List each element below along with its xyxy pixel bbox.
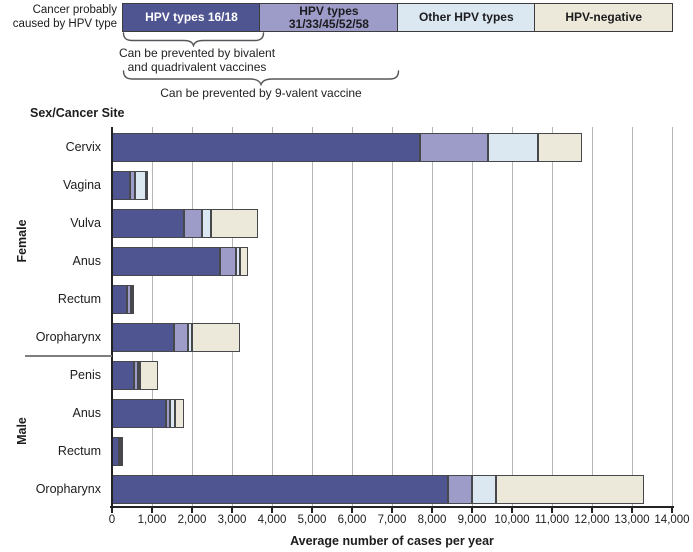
- gridline: [632, 127, 633, 506]
- bar-segment: [112, 285, 127, 314]
- gridline: [512, 127, 513, 506]
- bar-segment: [192, 323, 240, 352]
- gridline: [272, 127, 273, 506]
- female-male-divider: [25, 355, 112, 357]
- bar-segment: [112, 399, 166, 428]
- gridline: [472, 127, 473, 506]
- x-axis-line: [110, 506, 674, 508]
- bar-segment: [220, 247, 236, 276]
- bar-segment: [140, 361, 158, 390]
- bar-segment: [112, 475, 448, 504]
- group-label-male: Male: [15, 381, 29, 481]
- bar-segment: [112, 361, 134, 390]
- site-label: Rectum: [0, 291, 101, 307]
- bar-segment: [132, 285, 134, 314]
- bar-segment: [184, 209, 202, 238]
- bar-segment: [448, 475, 472, 504]
- site-label: Oropharynx: [0, 329, 101, 345]
- x-axis-title: Average number of cases per year: [142, 534, 642, 548]
- bar-segment: [121, 437, 123, 466]
- bar-segment: [112, 133, 420, 162]
- gridline: [672, 127, 673, 506]
- bar-segment: [420, 133, 488, 162]
- gridline: [552, 127, 553, 506]
- bar-segment: [538, 133, 582, 162]
- tick-label: 14,000: [642, 514, 693, 526]
- gridline: [392, 127, 393, 506]
- gridline: [192, 127, 193, 506]
- bar-segment: [472, 475, 496, 504]
- gridline: [592, 127, 593, 506]
- bar-segment: [496, 475, 644, 504]
- gridline: [352, 127, 353, 506]
- gridline: [312, 127, 313, 506]
- bar-segment: [202, 209, 211, 238]
- bar-segment: [112, 247, 220, 276]
- bar-segment: [174, 323, 188, 352]
- bar-segment: [240, 247, 248, 276]
- gridline: [232, 127, 233, 506]
- bar-segment: [112, 209, 184, 238]
- bar-segment: [135, 171, 146, 200]
- bar-segment: [112, 437, 119, 466]
- y-axis-line: [111, 127, 113, 507]
- gridline: [152, 127, 153, 506]
- bar-segment: [146, 171, 148, 200]
- hpv-cancer-figure: Cancer probably caused by HPV type HPV t…: [0, 0, 693, 552]
- bar-segment: [112, 323, 174, 352]
- bar-segment: [112, 171, 130, 200]
- bar-segment: [211, 209, 258, 238]
- site-label: Oropharynx: [0, 481, 101, 497]
- bar-segment: [488, 133, 538, 162]
- gridline: [432, 127, 433, 506]
- group-label-female: Female: [15, 191, 29, 291]
- site-label: Cervix: [0, 139, 101, 155]
- bar-segment: [175, 399, 184, 428]
- plot-area: 01,0002,0003,0004,0005,0006,0007,0008,00…: [0, 0, 693, 552]
